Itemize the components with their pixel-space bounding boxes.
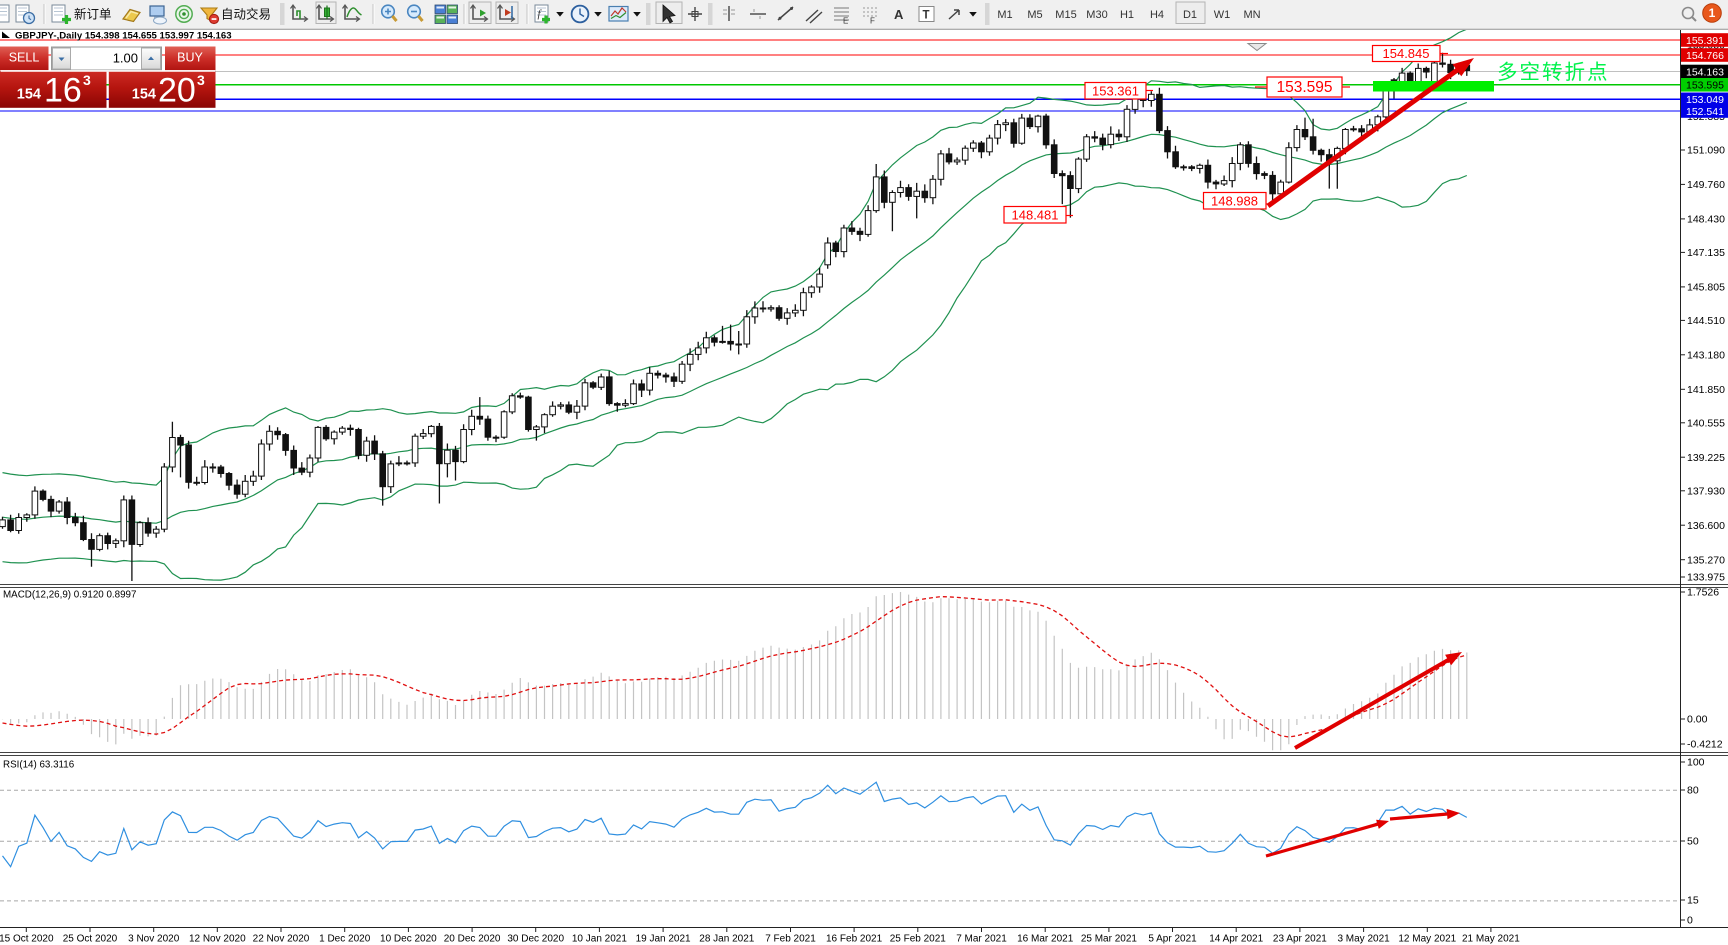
svg-text:-0.4212: -0.4212 xyxy=(1687,739,1723,751)
svg-text:154.163: 154.163 xyxy=(1686,66,1724,78)
svg-text:148.430: 148.430 xyxy=(1687,214,1725,226)
svg-text:25 Oct 2020: 25 Oct 2020 xyxy=(63,934,118,945)
svg-text:M1: M1 xyxy=(997,9,1012,21)
svg-text:多空转折点: 多空转折点 xyxy=(1497,61,1610,84)
svg-text:25 Mar 2021: 25 Mar 2021 xyxy=(1081,934,1138,945)
svg-text:23 Apr 2021: 23 Apr 2021 xyxy=(1273,934,1327,945)
svg-text:16: 16 xyxy=(44,72,82,110)
svg-text:1.00: 1.00 xyxy=(113,51,138,66)
svg-text:3 May 2021: 3 May 2021 xyxy=(1337,934,1390,945)
svg-text:15: 15 xyxy=(1687,895,1699,907)
svg-text:1 Dec 2020: 1 Dec 2020 xyxy=(319,934,371,945)
svg-text:5 Apr 2021: 5 Apr 2021 xyxy=(1148,934,1197,945)
svg-text:20: 20 xyxy=(158,72,196,110)
svg-text:154.766: 154.766 xyxy=(1686,50,1724,62)
svg-text:137.930: 137.930 xyxy=(1687,485,1725,497)
svg-text:145.805: 145.805 xyxy=(1687,282,1725,294)
svg-text:A: A xyxy=(894,7,904,22)
svg-text:50: 50 xyxy=(1687,836,1699,848)
svg-text:153.595: 153.595 xyxy=(1276,79,1332,96)
svg-text:147.135: 147.135 xyxy=(1687,247,1725,259)
svg-text:0: 0 xyxy=(1687,915,1693,927)
svg-text:3: 3 xyxy=(197,72,205,88)
svg-text:154.845: 154.845 xyxy=(1383,46,1430,61)
svg-text:153.595: 153.595 xyxy=(1686,80,1724,92)
svg-text:SELL: SELL xyxy=(9,51,40,65)
svg-text:16 Mar 2021: 16 Mar 2021 xyxy=(1017,934,1074,945)
svg-text:143.180: 143.180 xyxy=(1687,349,1725,361)
svg-text:155.391: 155.391 xyxy=(1686,35,1724,47)
svg-text:H1: H1 xyxy=(1120,9,1134,21)
svg-text:7 Feb 2021: 7 Feb 2021 xyxy=(765,934,816,945)
svg-text:MACD(12,26,9) 0.9120 0.8997: MACD(12,26,9) 0.9120 0.8997 xyxy=(3,590,136,601)
svg-text:1: 1 xyxy=(1709,6,1716,20)
svg-text:3: 3 xyxy=(83,72,91,88)
svg-text:T: T xyxy=(923,10,930,22)
svg-text:14 Apr 2021: 14 Apr 2021 xyxy=(1209,934,1263,945)
svg-text:MN: MN xyxy=(1243,9,1260,21)
svg-text:20 Dec 2020: 20 Dec 2020 xyxy=(444,934,501,945)
svg-text:D1: D1 xyxy=(1183,9,1197,21)
svg-text:10 Dec 2020: 10 Dec 2020 xyxy=(380,934,437,945)
svg-text:135.270: 135.270 xyxy=(1687,554,1725,566)
svg-text:0.00: 0.00 xyxy=(1687,714,1708,726)
svg-text:10 Jan 2021: 10 Jan 2021 xyxy=(572,934,627,945)
svg-text:21 May 2021: 21 May 2021 xyxy=(1462,934,1520,945)
svg-text:RSI(14) 63.3116: RSI(14) 63.3116 xyxy=(3,760,75,771)
svg-text:BUY: BUY xyxy=(177,51,203,65)
svg-text:GBPJPY-,Daily 154.398 154.655: GBPJPY-,Daily 154.398 154.655 153.997 15… xyxy=(15,31,232,42)
svg-text:28 Jan 2021: 28 Jan 2021 xyxy=(699,934,754,945)
svg-text:153.361: 153.361 xyxy=(1092,84,1139,99)
svg-text:151.090: 151.090 xyxy=(1687,145,1725,157)
svg-text:133.975: 133.975 xyxy=(1687,572,1725,584)
svg-text:M5: M5 xyxy=(1027,9,1042,21)
svg-text:139.225: 139.225 xyxy=(1687,452,1725,464)
svg-text:154: 154 xyxy=(132,87,156,103)
svg-text:148.988: 148.988 xyxy=(1211,194,1258,209)
svg-text:19 Jan 2021: 19 Jan 2021 xyxy=(636,934,691,945)
svg-text:30 Dec 2020: 30 Dec 2020 xyxy=(507,934,564,945)
svg-text:149.760: 149.760 xyxy=(1687,179,1725,191)
svg-text:f: f xyxy=(538,8,543,20)
svg-text:16 Feb 2021: 16 Feb 2021 xyxy=(826,934,883,945)
svg-text:W1: W1 xyxy=(1214,9,1231,21)
svg-text:100: 100 xyxy=(1687,757,1705,769)
svg-text:H4: H4 xyxy=(1150,9,1164,21)
svg-text:1.7526: 1.7526 xyxy=(1687,587,1719,599)
svg-text:12 Nov 2020: 12 Nov 2020 xyxy=(189,934,246,945)
svg-text:3 Nov 2020: 3 Nov 2020 xyxy=(128,934,180,945)
svg-text:140.555: 140.555 xyxy=(1687,417,1725,429)
svg-text:M30: M30 xyxy=(1086,9,1107,21)
svg-text:141.850: 141.850 xyxy=(1687,384,1725,396)
svg-text:153.049: 153.049 xyxy=(1686,94,1724,106)
svg-text:12 May 2021: 12 May 2021 xyxy=(1398,934,1456,945)
svg-text:25 Feb 2021: 25 Feb 2021 xyxy=(890,934,947,945)
svg-text:80: 80 xyxy=(1687,785,1699,797)
svg-text:自动交易: 自动交易 xyxy=(221,7,271,22)
svg-text:E: E xyxy=(843,17,848,26)
svg-text:15 Oct 2020: 15 Oct 2020 xyxy=(0,934,54,945)
svg-text:152.541: 152.541 xyxy=(1686,106,1724,118)
svg-text:7 Mar 2021: 7 Mar 2021 xyxy=(956,934,1007,945)
svg-text:136.600: 136.600 xyxy=(1687,520,1725,532)
svg-text:新订单: 新订单 xyxy=(74,7,112,22)
svg-text:144.510: 144.510 xyxy=(1687,315,1725,327)
svg-text:148.481: 148.481 xyxy=(1012,208,1059,223)
svg-text:M15: M15 xyxy=(1055,9,1076,21)
svg-text:F: F xyxy=(870,17,875,26)
svg-text:154: 154 xyxy=(17,87,41,103)
svg-text:22 Nov 2020: 22 Nov 2020 xyxy=(253,934,310,945)
